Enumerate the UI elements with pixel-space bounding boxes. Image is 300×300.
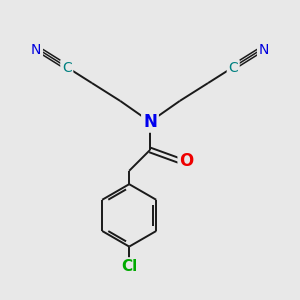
Text: Cl: Cl (121, 259, 137, 274)
Text: C: C (228, 61, 238, 75)
Text: N: N (143, 113, 157, 131)
Text: N: N (259, 43, 269, 57)
Text: O: O (179, 152, 194, 170)
Text: C: C (62, 61, 72, 75)
Text: N: N (31, 43, 41, 57)
